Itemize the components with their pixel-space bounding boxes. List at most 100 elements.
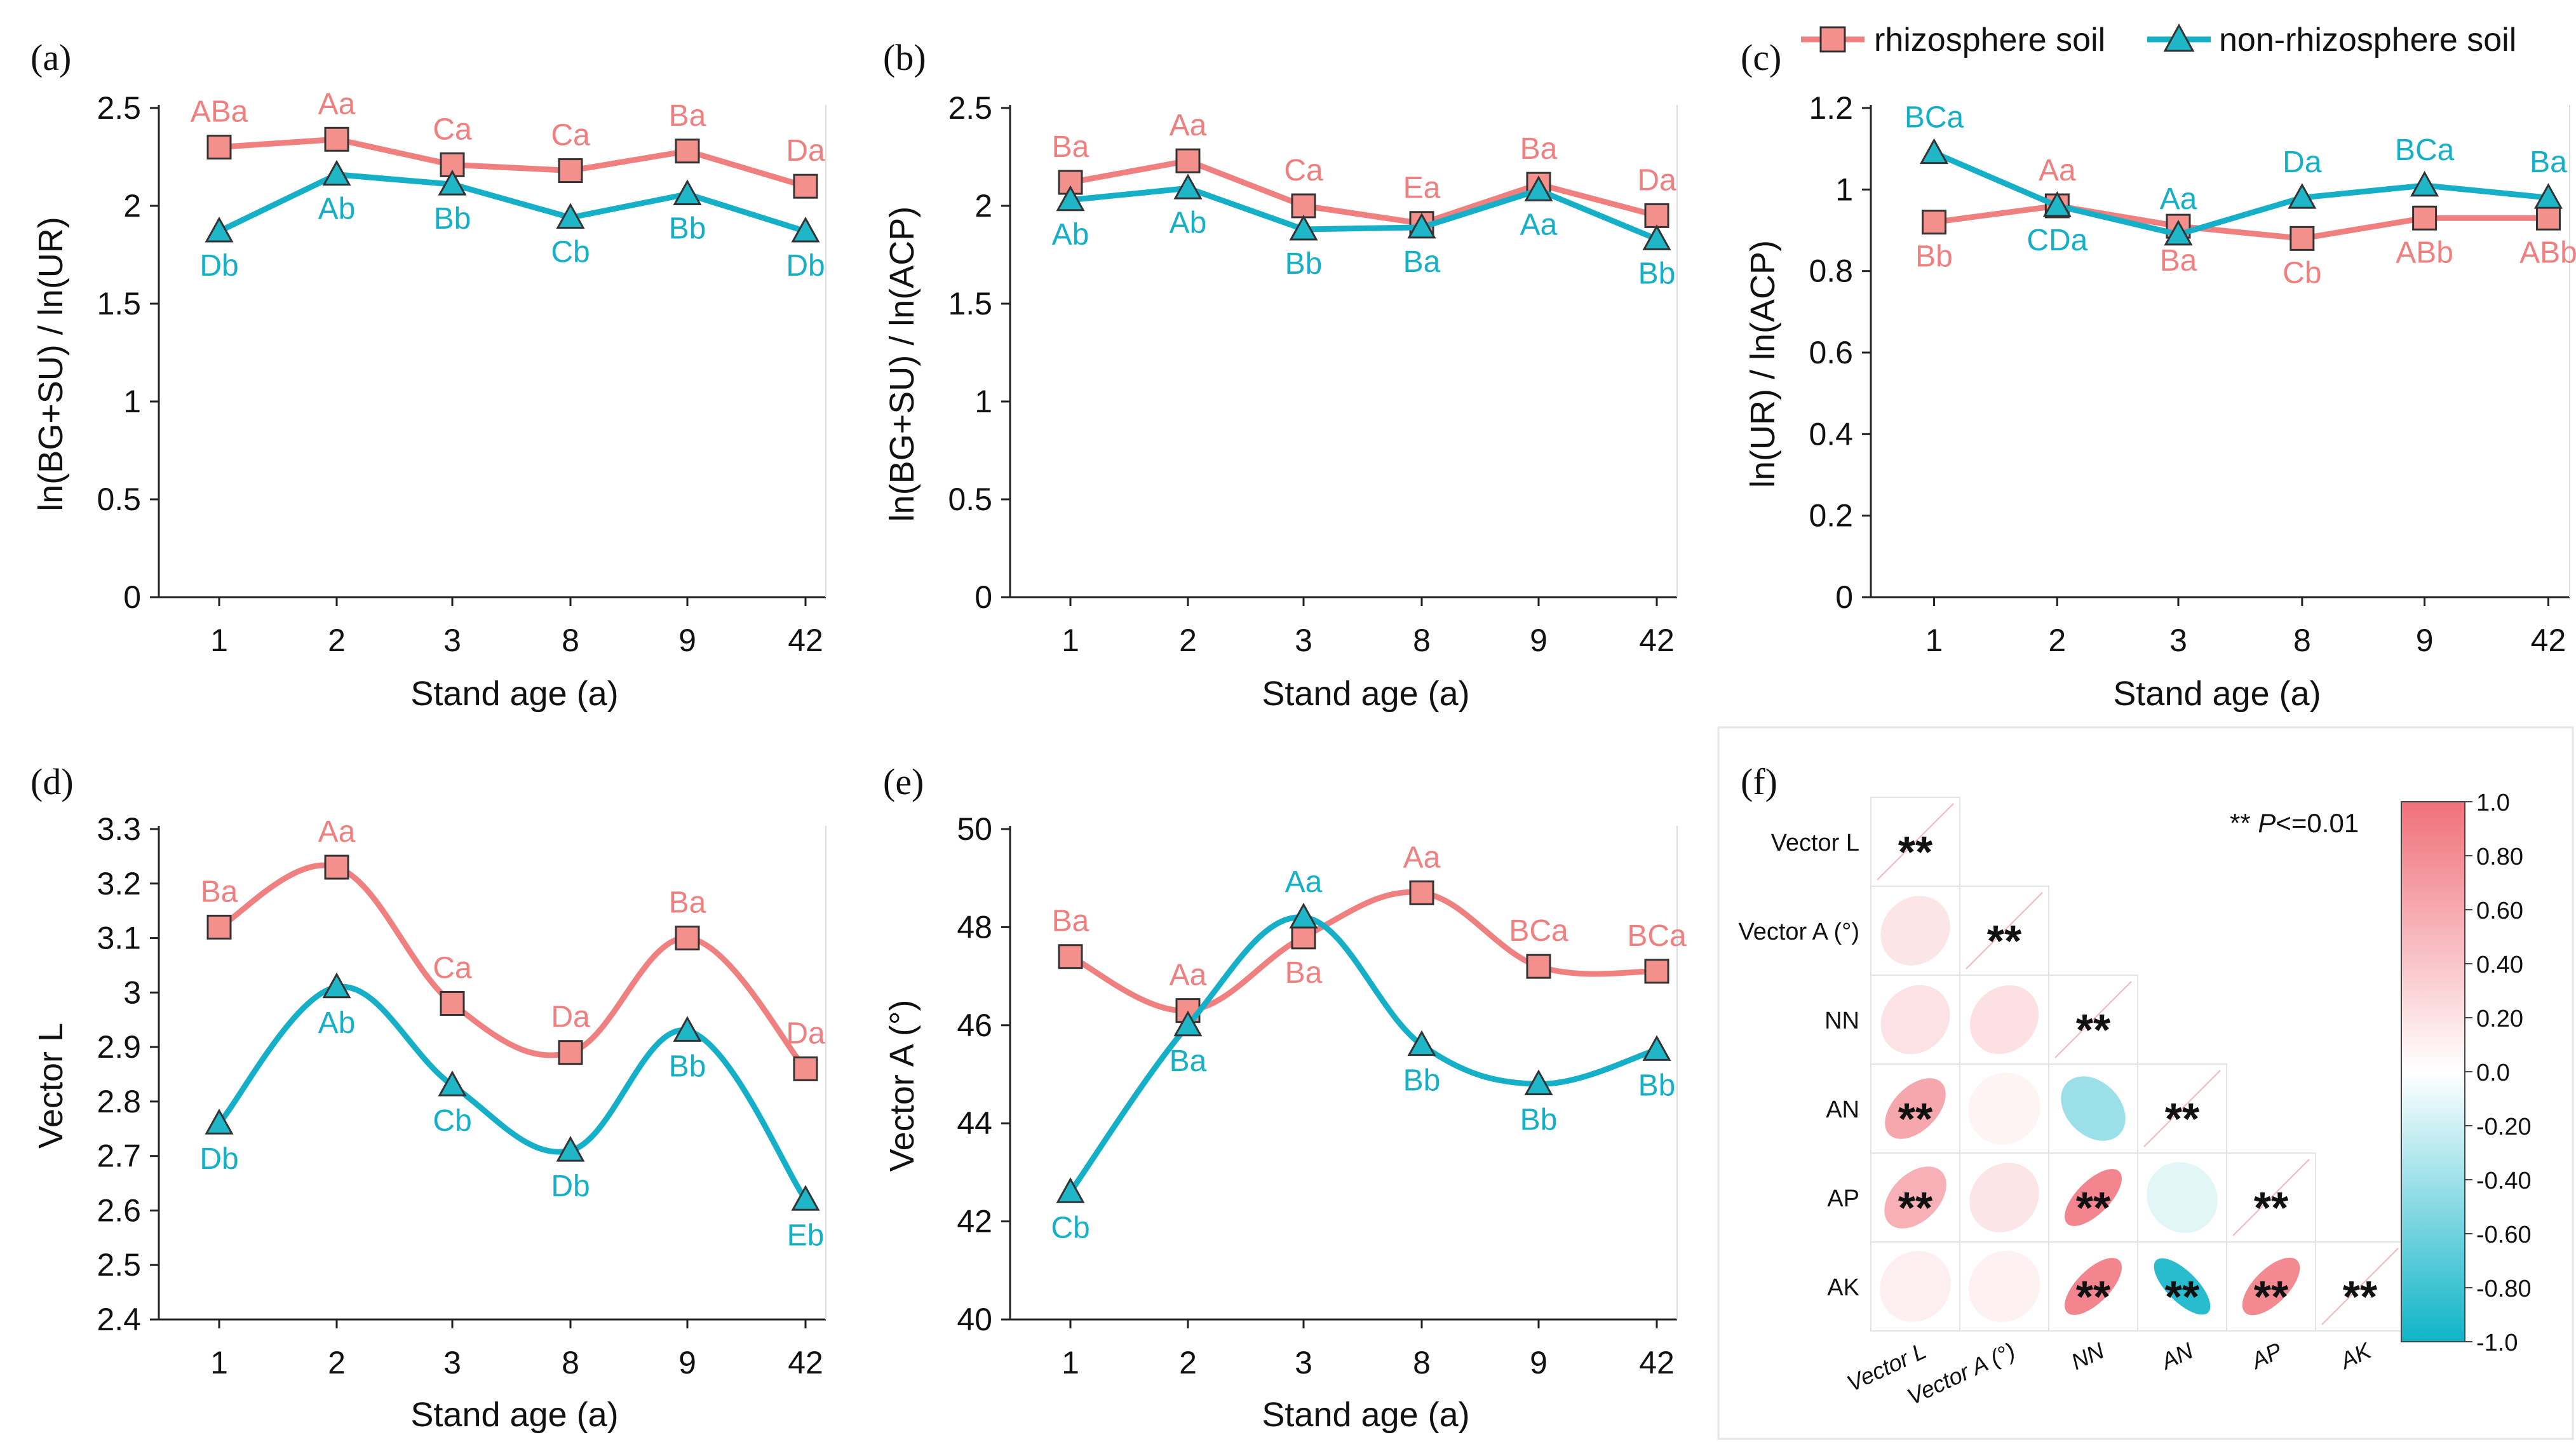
point-non-rhizosphere	[1919, 138, 1949, 165]
point-rhizosphere	[1644, 959, 1669, 984]
y-tick-label: 2.8	[97, 1084, 141, 1119]
significance-letter: ABb	[2519, 236, 2576, 269]
significance-letter: Ba	[1285, 956, 1323, 990]
significance-letter: Aa	[318, 87, 356, 121]
x-tick-label: 9	[678, 623, 696, 658]
corr-ellipse	[1969, 985, 2039, 1055]
y-tick-label: 2.9	[97, 1029, 141, 1065]
point-non-rhizosphere	[1642, 224, 1671, 250]
corr-significance: **	[1898, 1094, 1933, 1144]
significance-letter: Ba	[1170, 1044, 1207, 1078]
significance-letter: ABa	[191, 95, 248, 129]
significance-letter: Aa	[318, 815, 356, 849]
corr-ellipse	[1969, 1163, 2039, 1232]
corr-ellipse	[2154, 1258, 2211, 1315]
corr-ellipse	[2061, 1076, 2126, 1141]
significance-letter: Db	[786, 249, 825, 283]
y-tick-label: 0.6	[1809, 335, 1853, 370]
significance-letter: BCa	[1905, 101, 1964, 135]
x-axis-label: Stand age (a)	[410, 1396, 618, 1434]
y-tick-label: 48	[957, 909, 992, 945]
point-rhizosphere	[2412, 205, 2438, 231]
significance-letter: Ba	[201, 875, 238, 908]
y-tick-label: 2.5	[948, 90, 992, 126]
corr-significance: **	[2165, 1272, 2200, 1321]
scale-tick-label: -0.40	[2476, 1168, 2532, 1194]
significance-letter: Ba	[1520, 132, 1558, 166]
x-tick-label: 2	[328, 1345, 346, 1380]
x-tick-label: 8	[1413, 1345, 1431, 1380]
point-rhizosphere	[1922, 210, 1947, 235]
point-rhizosphere	[324, 126, 349, 152]
y-tick-label: 3	[123, 975, 141, 1010]
significance-letter: Bb	[669, 212, 706, 246]
point-non-rhizosphere	[2533, 183, 2563, 209]
corr-ellipse	[1885, 1078, 1946, 1139]
x-tick-label: 3	[1295, 623, 1312, 658]
significance-letter: Bb	[669, 1049, 706, 1083]
series-line-rhizosphere	[219, 136, 807, 189]
significance-letter: Cb	[2283, 256, 2321, 290]
y-tick-label: 3.3	[97, 811, 141, 847]
y-tick-label: 2.5	[97, 90, 141, 126]
y-tick-label: 50	[957, 811, 992, 847]
significance-letter: Ba	[2530, 145, 2567, 179]
point-non-rhizosphere	[1173, 1010, 1203, 1037]
x-tick-label: 8	[2293, 623, 2311, 658]
significance-letter: Da	[786, 134, 825, 168]
significance-letter: Aa	[1170, 959, 1207, 992]
y-tick-label: 0.8	[1809, 253, 1853, 289]
significance-letter: Ab	[318, 192, 356, 226]
series-line-rhizosphere	[1069, 889, 1657, 1014]
y-tick-label: 1	[974, 384, 992, 419]
y-tick-label: 2	[974, 188, 992, 224]
x-tick-label: 42	[2531, 623, 2566, 658]
point-rhizosphere	[1175, 148, 1201, 173]
significance-letter: BCa	[2395, 133, 2455, 167]
point-rhizosphere	[206, 135, 232, 160]
point-non-rhizosphere	[322, 972, 351, 999]
point-rhizosphere	[1291, 924, 1316, 950]
corr-diagonal-mark	[2321, 1248, 2399, 1325]
significance-letter: Ca	[433, 951, 472, 985]
x-tick-label: 1	[210, 623, 228, 658]
point-non-rhizosphere	[1056, 185, 1085, 212]
x-tick-label: 2	[2048, 623, 2066, 658]
corr-row-label: NN	[1824, 1008, 1859, 1034]
x-tick-label: 1	[210, 1345, 228, 1380]
significance-letter: Ba	[1403, 245, 1441, 279]
point-rhizosphere	[324, 854, 349, 880]
scale-tick-label: 0.20	[2476, 1006, 2523, 1032]
corr-row-label: Vector L	[1771, 830, 1859, 856]
corr-col-label: AP	[2246, 1337, 2286, 1374]
point-non-rhizosphere	[2164, 219, 2193, 246]
point-rhizosphere	[1644, 203, 1669, 228]
significance-letter: Da	[551, 1001, 590, 1034]
y-tick-label: 2.4	[97, 1302, 141, 1337]
corr-diagonal-mark	[1877, 803, 1954, 881]
significance-letter: Bb	[1285, 247, 1323, 281]
point-non-rhizosphere	[1289, 214, 1318, 241]
y-tick-label: 0	[1835, 579, 1853, 615]
significance-letter: Cb	[1051, 1211, 1089, 1245]
legend-rhizosphere-marker	[1819, 26, 1846, 53]
significance-letter: Ea	[1403, 172, 1441, 205]
corr-significance: **	[2254, 1272, 2289, 1321]
point-non-rhizosphere	[1173, 173, 1203, 199]
point-non-rhizosphere	[2288, 183, 2317, 209]
corr-row-label: AK	[1827, 1274, 1859, 1301]
point-rhizosphere	[558, 1040, 583, 1065]
significance-letter: Db	[199, 1142, 238, 1176]
x-tick-label: 3	[443, 1345, 461, 1380]
significance-letter: Db	[199, 249, 238, 283]
corr-ellipse	[2065, 1258, 2122, 1315]
point-rhizosphere	[1291, 193, 1316, 219]
point-non-rhizosphere	[2410, 170, 2439, 197]
x-tick-label: 8	[562, 623, 579, 658]
y-tick-label: 2.7	[97, 1138, 141, 1174]
panel-label-a: (a)	[30, 37, 71, 78]
x-tick-label: 9	[678, 1345, 696, 1380]
y-axis-label: Vector A (°)	[883, 1000, 921, 1172]
x-tick-label: 1	[1062, 1345, 1079, 1380]
significance-letter: Eb	[787, 1218, 825, 1252]
